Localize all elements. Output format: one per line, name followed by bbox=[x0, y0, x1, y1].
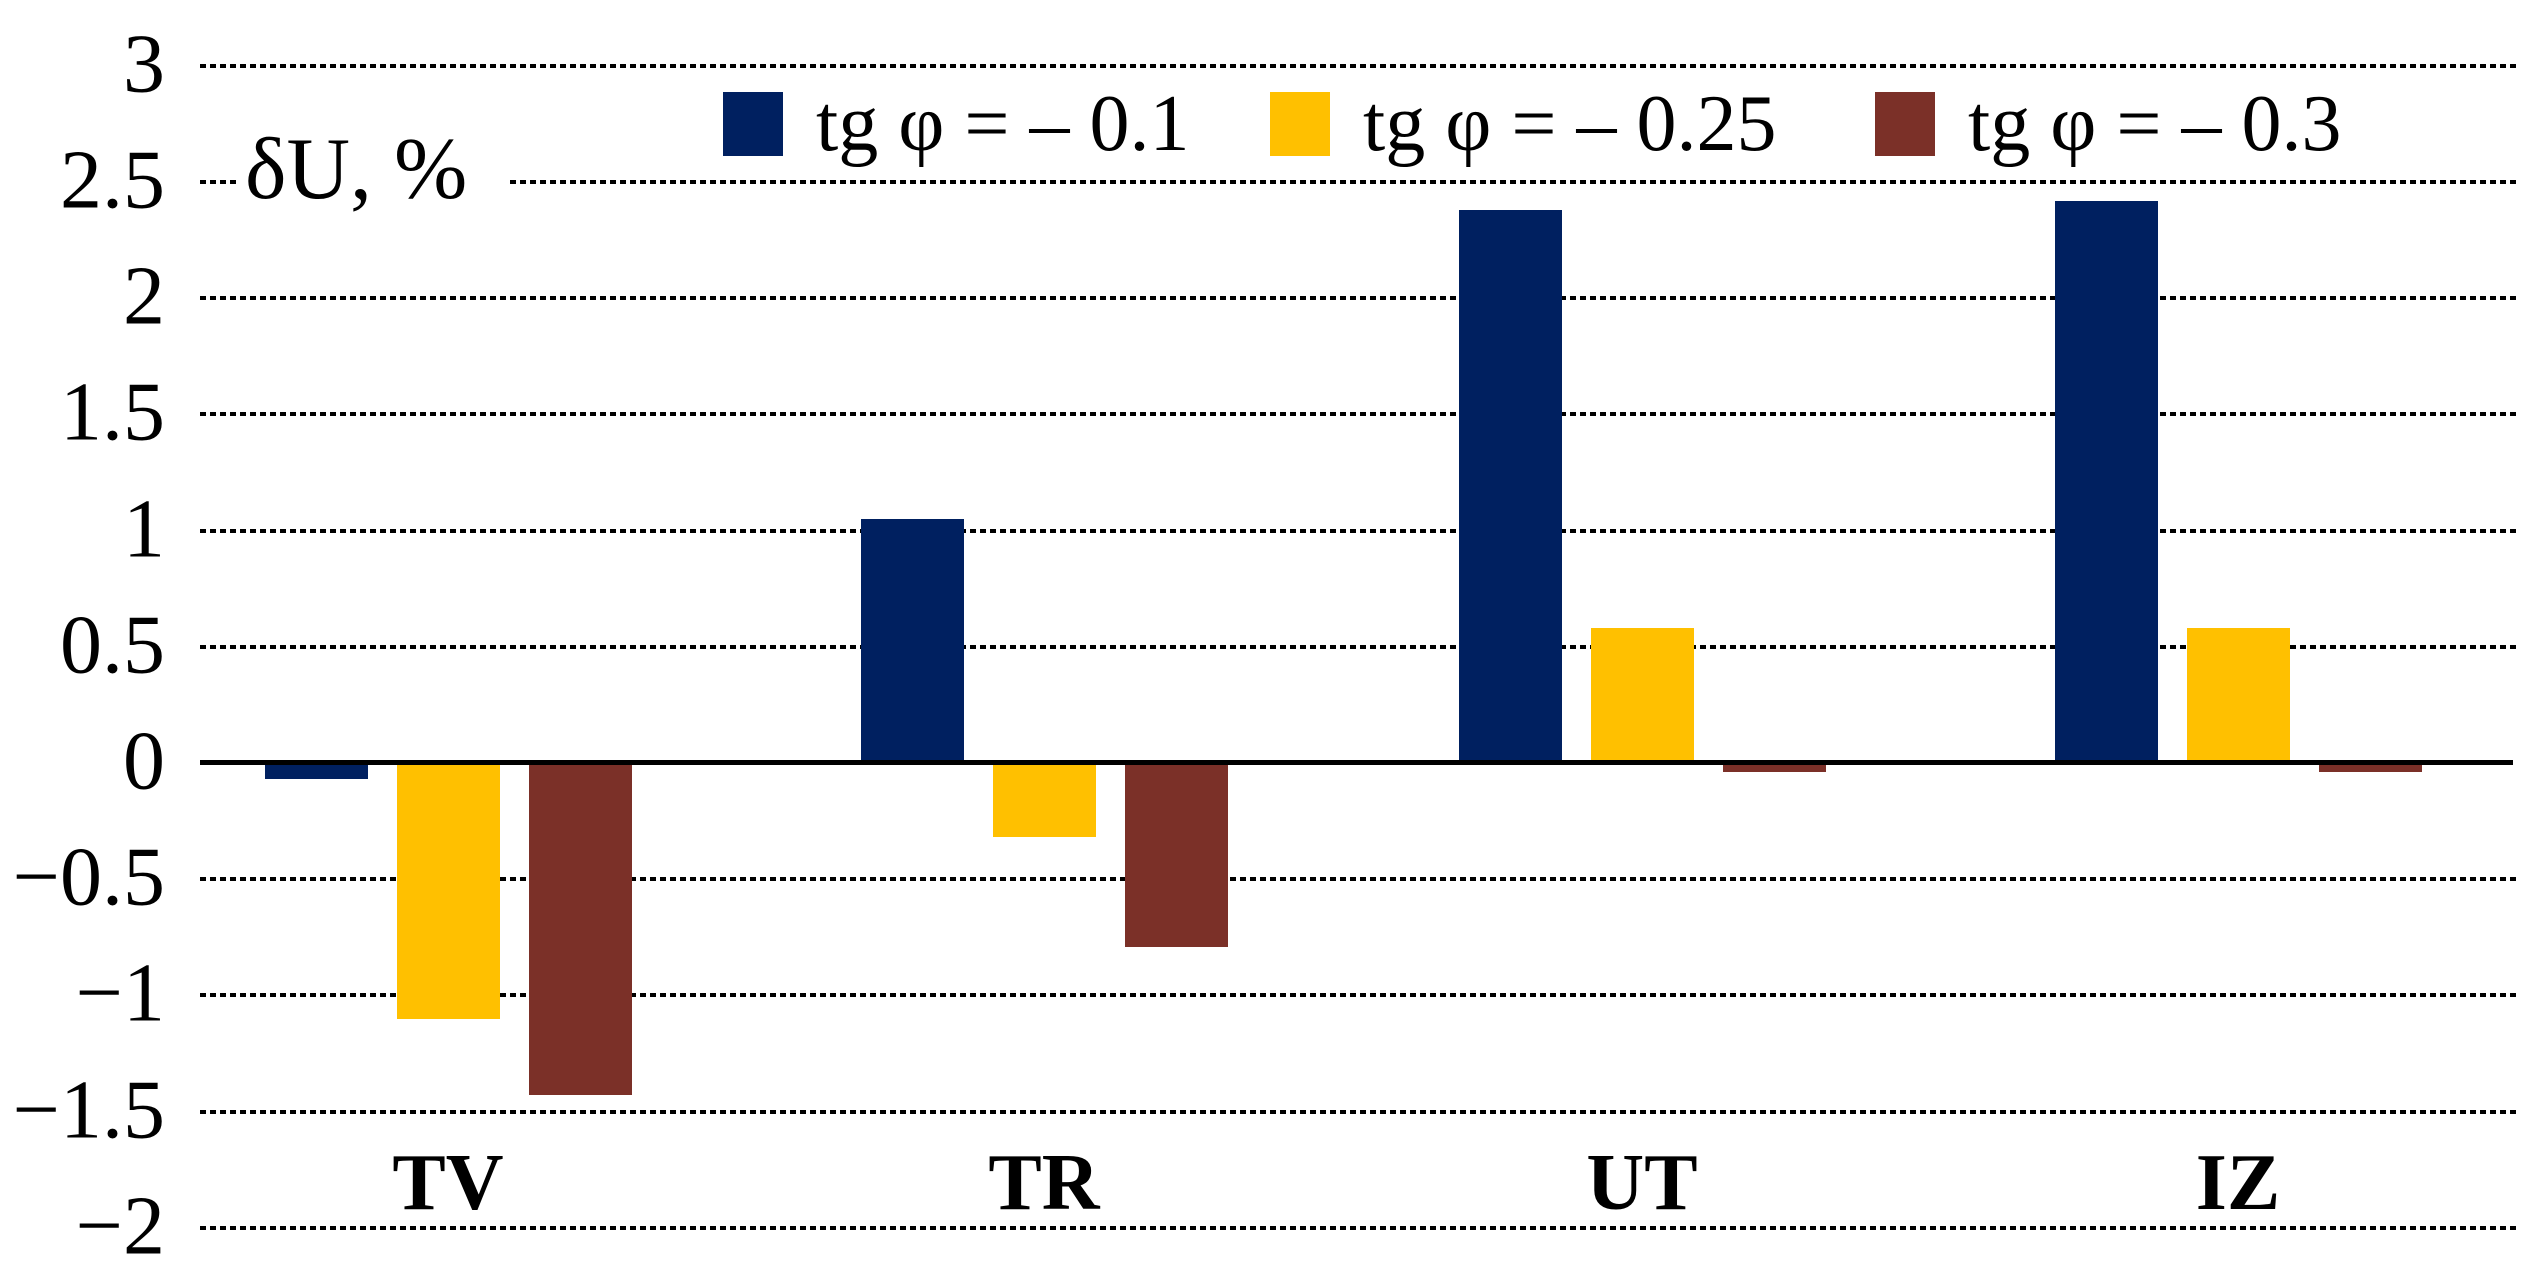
bar-ut-series0 bbox=[1458, 209, 1562, 763]
gridline bbox=[200, 644, 2516, 649]
y-tick-label: 2 bbox=[123, 249, 165, 343]
y-tick-label: −1.5 bbox=[12, 1063, 165, 1157]
bar-tv-series2 bbox=[528, 765, 632, 1096]
y-tick-label: 3 bbox=[123, 17, 165, 111]
x-category-label-ut: UT bbox=[1586, 1139, 1698, 1227]
gridline bbox=[200, 528, 2516, 533]
bar-iz-series1 bbox=[2186, 628, 2290, 763]
y-tick-label: 0.5 bbox=[60, 598, 165, 692]
gridline bbox=[200, 63, 2516, 68]
bar-tr-series1 bbox=[992, 765, 1096, 838]
gridline bbox=[200, 412, 2516, 417]
legend-swatch-icon bbox=[723, 92, 783, 156]
legend-swatch-icon bbox=[1875, 92, 1935, 156]
bar-iz-series2 bbox=[2318, 765, 2422, 773]
x-category-label-tr: TR bbox=[988, 1139, 1100, 1227]
bar-tr-series0 bbox=[860, 518, 964, 763]
bar-ut-series1 bbox=[1590, 628, 1694, 763]
y-tick-label: −2 bbox=[75, 1179, 165, 1273]
y-tick-label: 2.5 bbox=[60, 133, 165, 227]
x-category-label-tv: TV bbox=[392, 1139, 504, 1227]
bar-iz-series0 bbox=[2054, 200, 2158, 763]
bar-ut-series2 bbox=[1722, 765, 1826, 773]
y-axis-title: δU, % bbox=[237, 126, 508, 220]
x-category-label-iz: IZ bbox=[2195, 1139, 2281, 1227]
y-tick-label: 0 bbox=[123, 714, 165, 808]
bar-tv-series0 bbox=[264, 765, 368, 780]
legend-entry-2: tg φ = – 0.3 bbox=[1875, 80, 2342, 168]
y-tick-label: 1.5 bbox=[60, 365, 165, 459]
bar-tv-series1 bbox=[396, 765, 500, 1019]
x-axis-zero-line bbox=[200, 760, 2513, 765]
y-tick-label: −1 bbox=[75, 946, 165, 1040]
bar-tr-series2 bbox=[1124, 765, 1228, 947]
gridline bbox=[200, 993, 2516, 998]
y-tick-label: 1 bbox=[123, 482, 165, 576]
gridline bbox=[200, 1109, 2516, 1114]
gridline bbox=[200, 877, 2516, 882]
legend-entry-0: tg φ = – 0.1 bbox=[723, 80, 1190, 168]
legend-label: tg φ = – 0.3 bbox=[1968, 80, 2342, 168]
gridline bbox=[200, 296, 2516, 301]
legend-swatch-icon bbox=[1270, 92, 1330, 156]
gridline bbox=[200, 180, 2516, 184]
y-tick-label: −0.5 bbox=[12, 830, 165, 924]
legend-entry-1: tg φ = – 0.25 bbox=[1270, 80, 1777, 168]
legend-label: tg φ = – 0.25 bbox=[1363, 80, 1777, 168]
legend-label: tg φ = – 0.1 bbox=[816, 80, 1190, 168]
gridline bbox=[200, 1225, 2516, 1230]
